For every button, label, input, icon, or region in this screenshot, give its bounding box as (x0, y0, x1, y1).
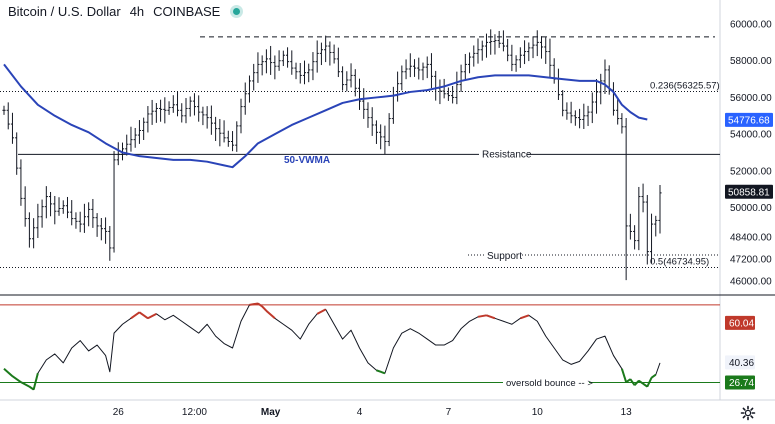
time-tick-label: 13 (621, 407, 633, 418)
rsi-zone-segment (477, 314, 487, 318)
price-tick-label: 48400.00 (730, 232, 772, 243)
rsi-zone-segment (3, 368, 14, 377)
rsi-zone-segment (265, 310, 276, 320)
price-tick-label: 46000.00 (730, 276, 772, 287)
price-tick-label: 60000.00 (730, 20, 772, 31)
rsi-overbought-badge (725, 315, 755, 330)
interval-label[interactable]: 4h (129, 3, 145, 19)
rsi-zone-segment (32, 373, 39, 390)
resistance-label: Resistance (482, 149, 532, 160)
rsi-zone-segment (20, 381, 30, 388)
rsi-zone-segment (11, 375, 22, 383)
symbol-title[interactable]: Bitcoin / U.S. Dollar (8, 3, 121, 19)
price-tick-label: 52000.00 (730, 166, 772, 177)
rsi-oversold-badge-text: 26.74 (729, 378, 754, 389)
rsi-zone-segment (147, 312, 157, 320)
rsi-zone-segment (376, 369, 386, 375)
rsi-zone-segment (257, 302, 263, 308)
rsi-zone-segment (646, 377, 653, 388)
support-label: Support (487, 251, 522, 262)
vwma-line (3, 63, 648, 169)
chart-header: Bitcoin / U.S. Dollar 4h COINBASE (8, 2, 249, 20)
price-tick-label: 54000.00 (730, 130, 772, 141)
oversold-annotation: oversold bounce -- > (506, 378, 593, 389)
fib-05-label: 0.5(46734.95) (650, 256, 709, 267)
rsi-zone-segment (650, 373, 657, 379)
candles-group (2, 29, 662, 281)
price-badge (725, 184, 773, 199)
rsi-zone-segment (486, 314, 496, 320)
vwma-badge (725, 112, 773, 127)
price-tick-label: 47200.00 (730, 254, 772, 265)
rsi-zone-segment (520, 314, 530, 320)
rsi-zone-segment (138, 311, 149, 320)
time-tick-label: 12:00 (182, 407, 207, 418)
rsi-zone-segment (620, 368, 628, 383)
gear-icon[interactable] (740, 405, 756, 421)
price-tick-label: 50000.00 (730, 203, 772, 214)
rsi-zone-segment (633, 379, 640, 386)
rsi-overbought-badge-text: 60.04 (729, 318, 754, 329)
resistance-label-bg (479, 147, 527, 161)
fib-0236-label: 0.236(56325.57) (650, 80, 720, 91)
time-tick-label: 26 (113, 407, 125, 418)
support-label-bg (485, 248, 521, 261)
rsi-line (3, 302, 661, 391)
time-tick-label: 10 (532, 407, 544, 418)
exchange-label: COINBASE (153, 3, 221, 19)
vwma-badge-text: 54776.68 (728, 115, 770, 126)
time-tick-label: 4 (357, 407, 363, 418)
rsi-zone-segment (316, 308, 327, 315)
price-tick-label: 58000.00 (730, 56, 772, 67)
rsi-zone-segment (629, 378, 636, 386)
oversold-annotation-bg (503, 377, 589, 389)
rsi-zone-segment (130, 311, 141, 320)
rsi-current-badge (725, 355, 755, 370)
rsi-zone-segment (249, 302, 259, 306)
time-tick-label: May (261, 407, 281, 418)
rsi-zone-segment (638, 379, 644, 385)
price-badge-text: 50858.81 (728, 187, 770, 198)
rsi-oversold-badge (725, 375, 755, 390)
rsi-current-badge-text: 40.36 (729, 358, 754, 369)
vwma-label: 50-VWMA (284, 155, 330, 166)
price-tick-label: 56000.00 (730, 93, 772, 104)
rsi-zone-segment (261, 305, 268, 312)
live-dot-icon (233, 7, 241, 15)
rsi-zone-segment (625, 378, 631, 383)
time-tick-label: 7 (446, 407, 452, 418)
